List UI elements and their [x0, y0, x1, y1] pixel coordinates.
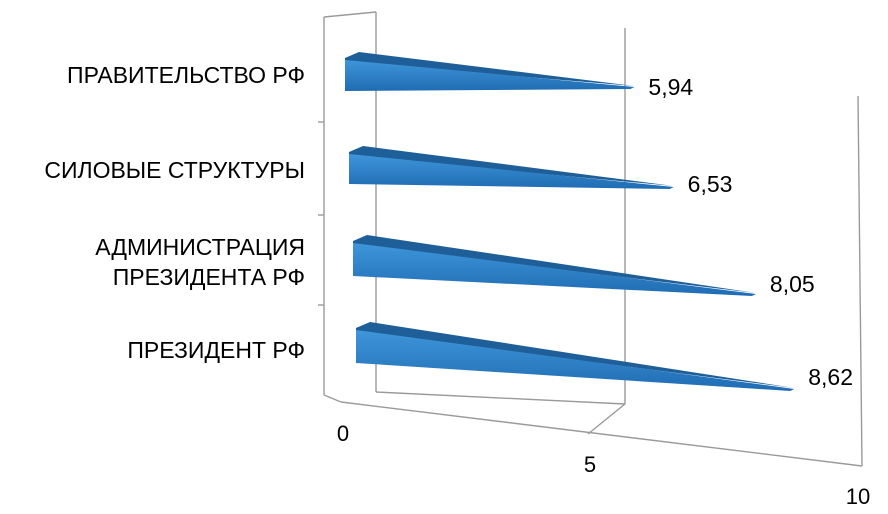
- back-wall-top-edge: [323, 11, 377, 18]
- floor-left-edge: [323, 394, 342, 403]
- bar-top-face: [345, 52, 635, 86]
- floor-mid-gridline: [587, 403, 626, 435]
- category-label: ПРЕЗИДЕНТ РФ: [127, 337, 305, 363]
- floor-back-edge: [375, 391, 626, 405]
- labels: 0 5 10 5,94 6,53 8,05 8,62 ПРАВИТЕЛЬСТВО РФ СИЛО…: [44, 62, 870, 509]
- bar-top-face: [349, 146, 674, 186]
- x-tick-label: 5: [584, 452, 596, 477]
- data-label: 8,62: [808, 364, 853, 390]
- bar-top-face: [353, 235, 756, 293]
- bar: [349, 154, 674, 189]
- x-axis-line: [340, 401, 863, 467]
- bar-top-face: [356, 322, 795, 388]
- category-label: СИЛОВЫЕ СТРУКТУРЫ: [44, 157, 305, 183]
- bar: [353, 243, 756, 296]
- x-tick-label: 10: [846, 484, 870, 509]
- x-tick-label: 0: [337, 421, 349, 446]
- bar: [345, 60, 635, 91]
- category-label: АДМИНИСТРАЦИЯ ПРЕЗИДЕНТА РФ: [95, 234, 305, 290]
- bars: [345, 52, 795, 391]
- category-label: ПРАВИТЕЛЬСТВО РФ: [67, 62, 305, 88]
- bar: [356, 330, 795, 391]
- right-edge-line: [857, 95, 863, 467]
- data-label: 5,94: [648, 74, 693, 100]
- data-label: 8,05: [770, 271, 815, 297]
- data-label: 6,53: [688, 171, 733, 197]
